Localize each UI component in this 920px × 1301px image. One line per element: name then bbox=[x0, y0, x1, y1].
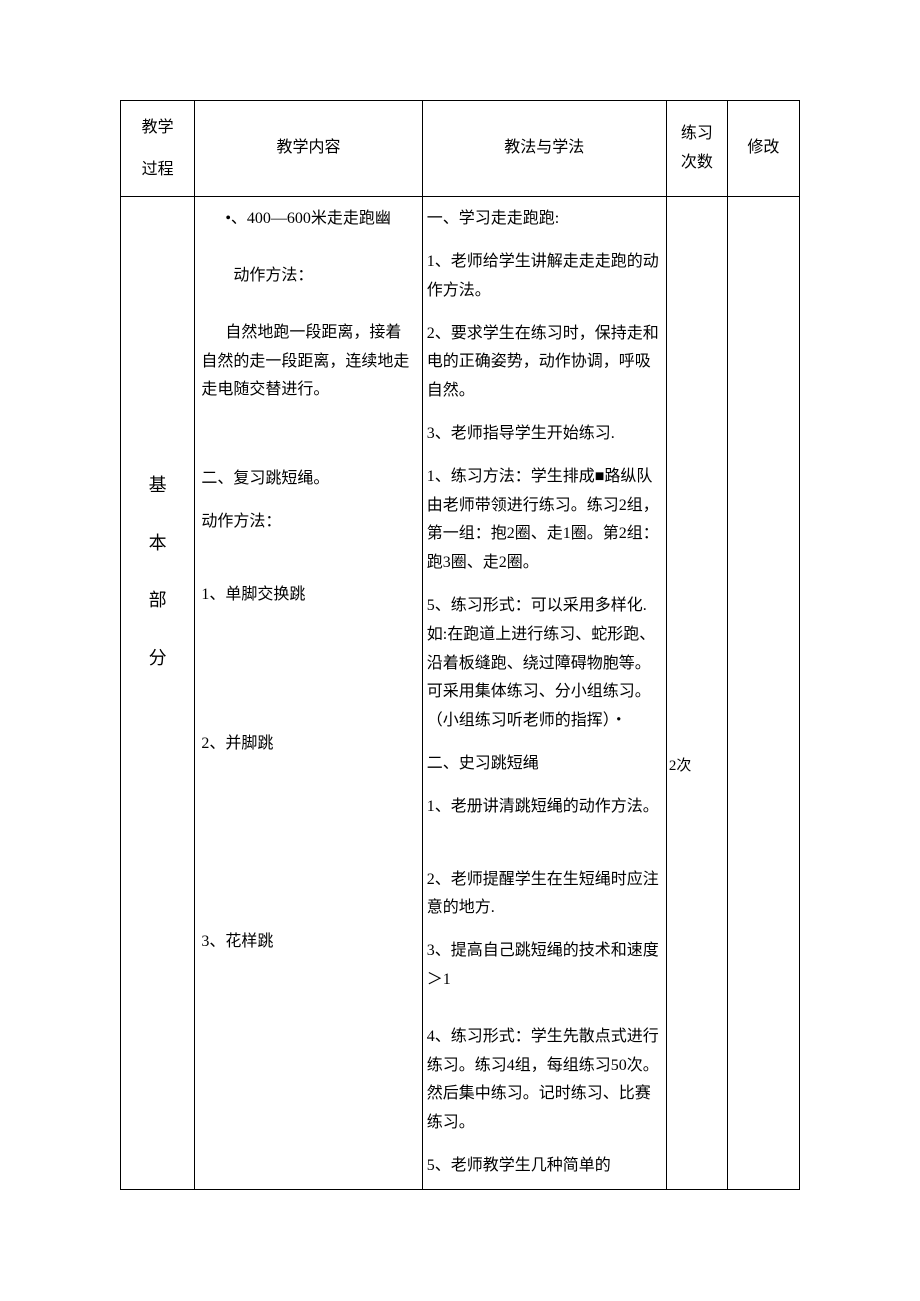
header-count-l2: 次数 bbox=[669, 149, 725, 178]
content-line-4: 二、复习跳短绳。 bbox=[201, 465, 415, 494]
section-char-4: 分 bbox=[125, 630, 190, 688]
method-line-4: 3、老师指导学生开始练习. bbox=[427, 420, 664, 449]
body-row: 基 本 部 分 •、400—600米走走跑幽 动作方法： 自然地跑一段距离，接着… bbox=[121, 197, 800, 1190]
method-line-6: 5、练习形式：可以采用多样化.如:在跑道上进行练习、蛇形跑、沿着板缝跑、绕过障碍… bbox=[427, 592, 664, 736]
section-char-3: 部 bbox=[125, 572, 190, 630]
header-count-l1: 练习 bbox=[669, 120, 725, 149]
header-method: 教法与学法 bbox=[422, 101, 666, 197]
content-line-8: 3、花样跳 bbox=[201, 928, 415, 957]
content-line-3: 自然地跑一段距离，接着自然的走一段距离，连续地走走电随交替进行。 bbox=[201, 319, 415, 405]
method-line-3: 2、要求学生在练习时，保持走和电的正确姿势，动作协调，呼吸自然。 bbox=[427, 320, 664, 406]
page: 教学 过程 教学内容 教法与学法 练习 次数 修改 基 本 部 分 •、400—… bbox=[0, 0, 920, 1301]
section-char-1: 基 bbox=[125, 457, 190, 515]
method-line-2: 1、老师给学生讲解走走走跑的动作方法。 bbox=[427, 248, 664, 306]
method-line-11: 4、练习形式：学生先散点式进行练习。练习4组，每组练习50次。然后集中练习。记时… bbox=[427, 1023, 664, 1138]
header-row: 教学 过程 教学内容 教法与学法 练习 次数 修改 bbox=[121, 101, 800, 197]
method-cell: 一、学习走走跑跑: 1、老师给学生讲解走走走跑的动作方法。 2、要求学生在练习时… bbox=[422, 197, 666, 1190]
header-process-l2: 过程 bbox=[123, 149, 192, 191]
header-process: 教学 过程 bbox=[121, 101, 195, 197]
content-line-5: 动作方法： bbox=[201, 508, 415, 537]
method-line-9: 2、老师提醒学生在生短绳时应注意的地方. bbox=[427, 866, 664, 924]
method-line-8: 1、老册讲清跳短绳的动作方法。 bbox=[427, 793, 664, 822]
content-line-2: 动作方法： bbox=[201, 262, 415, 291]
content-line-6: 1、单脚交换跳 bbox=[201, 581, 415, 610]
method-line-10: 3、提高自己跳短绳的技术和速度＞1 bbox=[427, 937, 664, 995]
section-char-2: 本 bbox=[125, 515, 190, 573]
section-label-cell: 基 本 部 分 bbox=[121, 197, 195, 1190]
header-content: 教学内容 bbox=[195, 101, 422, 197]
practice-count-cell: 2次 bbox=[666, 197, 727, 1190]
method-line-7: 二、史习跳短绳 bbox=[427, 750, 664, 779]
method-line-1: 一、学习走走跑跑: bbox=[427, 205, 664, 234]
header-count: 练习 次数 bbox=[666, 101, 727, 197]
method-line-5: 1、练习方法：学生排成■路纵队由老师带领进行练习。练习2组，第一组：抱2圈、走1… bbox=[427, 463, 664, 578]
header-edit: 修改 bbox=[727, 101, 799, 197]
edit-cell bbox=[727, 197, 799, 1190]
content-line-7: 2、并脚跳 bbox=[201, 730, 415, 759]
content-line-1: •、400—600米走走跑幽 bbox=[201, 205, 415, 234]
lesson-plan-table: 教学 过程 教学内容 教法与学法 练习 次数 修改 基 本 部 分 •、400—… bbox=[120, 100, 800, 1190]
header-process-l1: 教学 bbox=[123, 107, 192, 149]
method-line-12: 5、老师教学生几种简单的 bbox=[427, 1152, 664, 1181]
teaching-content-cell: •、400—600米走走跑幽 动作方法： 自然地跑一段距离，接着自然的走一段距离… bbox=[195, 197, 422, 1190]
